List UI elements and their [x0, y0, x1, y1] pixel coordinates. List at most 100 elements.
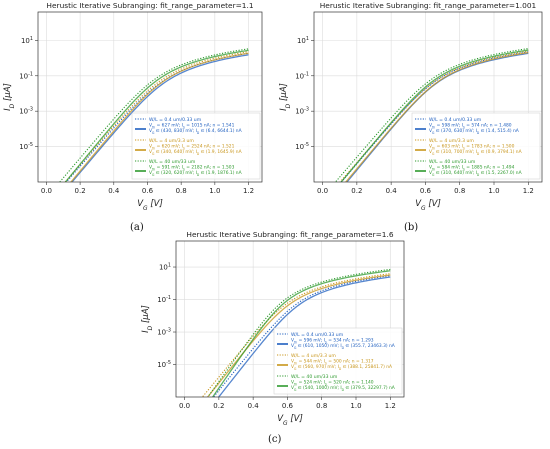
x-axis-label: VG​ [V]	[137, 199, 163, 212]
series-group	[59, 48, 249, 182]
legend-label: W/L = 40 um/33 um	[149, 159, 196, 165]
series-line-measured-1	[339, 50, 529, 182]
y-tick-label: 10-3​	[295, 107, 309, 116]
x-tick-label: 0.0	[317, 187, 328, 195]
chart-panel-b: Herustic Iterative Subranging: fit_range…	[279, 1, 543, 212]
x-tick-label: 0.0	[41, 187, 52, 195]
x-tick-label: 0.6	[282, 402, 294, 410]
series-line-measured-2	[334, 48, 529, 182]
y-tick-label: 10-5​	[19, 142, 33, 151]
legend-fit-info: VG​ ∈ (430, 830) mV; ID​ ∈ (6.4, 6644.1)…	[149, 128, 242, 135]
legend-label: W/L = 0.4 um/0.33 um	[429, 117, 482, 123]
legend-fit-info: Vth​ = 627 mV; IS​ = 1015 nA; n = 1.541	[149, 123, 235, 130]
plot-frame	[313, 11, 543, 183]
legend-fit-info: VG​ ∈ (540, 1000) mV; ID​ ∈ (379.5, 3229…	[291, 385, 395, 392]
x-tick-label: 1.2	[385, 402, 396, 410]
x-tick-label: 0.2	[351, 187, 362, 195]
x-tick-label: 0.4	[248, 402, 260, 410]
x-tick-label: 0.0	[179, 402, 190, 410]
legend-label: W/L = 4 um/3.3 um	[291, 353, 336, 359]
y-tick-label: 10-1​	[295, 71, 309, 80]
legend-fit-info: VG​ ∈ (610, 1050) mV; ID​ ∈ (355.7, 2346…	[291, 343, 395, 350]
x-tick-label: 1.0	[209, 187, 220, 195]
x-tick-label: 0.8	[316, 402, 327, 410]
legend-label: W/L = 0.4 um/0.33 um	[291, 332, 344, 338]
legend-fit-info: Vth​ = 603 mV; IS​ = 1783 nA; n = 1.500	[429, 144, 515, 151]
plot-frame	[37, 11, 263, 183]
legend-fit-info: VG​ ∈ (310, 700) mV; ID​ ∈ (0.9, 3794.1)…	[429, 149, 522, 156]
chart-title: Herustic Iterative Subranging: fit_range…	[186, 230, 393, 239]
legend-box	[131, 112, 261, 180]
x-axis-label: VG​ [V]	[277, 414, 303, 427]
x-tick-label: 0.6	[420, 187, 432, 195]
x-axis-label: VG​ [V]	[415, 199, 441, 212]
series-line-fit-1	[344, 51, 529, 182]
x-tick-label: 0.4	[108, 187, 120, 195]
legend-box	[273, 327, 403, 395]
series-line-fit-2	[340, 49, 529, 182]
series-line-fit-0	[71, 54, 249, 182]
series-line-fit-2	[211, 270, 391, 397]
y-axis-label: ID​ [μA]	[279, 83, 292, 111]
series-line-fit-0	[217, 276, 391, 397]
series-group	[201, 268, 391, 397]
series-line-measured-2	[59, 48, 249, 182]
chart-panel-a: Herustic Iterative Subranging: fit_range…	[3, 1, 263, 212]
legend-fit-info: VG​ ∈ (320, 620) mV; ID​ ∈ (1.9, 1876.1)…	[149, 170, 242, 177]
legend-label: W/L = 0.4 um/0.33 um	[149, 117, 202, 123]
chart-panel-c: Herustic Iterative Subranging: fit_range…	[141, 230, 405, 427]
y-tick-label: 10-5​	[295, 142, 309, 151]
legend-fit-info: VG​ ∈ (340, 640) mV; ID​ ∈ (1.9, 1645.9)…	[149, 149, 242, 156]
series-line-measured-0	[212, 275, 391, 397]
series-line-fit-2	[64, 49, 249, 182]
y-tick-label: 10-3​	[19, 107, 33, 116]
x-tick-label: 0.2	[213, 402, 224, 410]
legend-label: W/L = 40 um/33 um	[291, 374, 338, 380]
caption-a: (a)	[130, 222, 144, 233]
x-tick-label: 1.2	[243, 187, 254, 195]
legend-label: W/L = 4 um/3.3 um	[149, 138, 194, 144]
series-line-measured-1	[201, 273, 391, 397]
x-tick-label: 0.2	[75, 187, 86, 195]
x-tick-label: 1.2	[523, 187, 534, 195]
y-tick-label: 10-5​	[157, 360, 171, 369]
y-tick-label: 10-1​	[19, 71, 33, 80]
y-axis-label: ID​ [μA]	[141, 305, 154, 333]
chart-title: Herustic Iterative Subranging: fit_range…	[320, 1, 537, 10]
legend-fit-info: Vth​ = 596 mV; IS​ = 534 nA; n = 1.293	[291, 338, 374, 345]
legend-box	[411, 112, 541, 180]
y-tick-label: 101​	[297, 36, 309, 45]
caption-c: (c)	[268, 434, 282, 445]
x-tick-label: 0.8	[454, 187, 465, 195]
y-tick-label: 101​	[159, 263, 171, 272]
legend-fit-info: Vth​ = 598 mV; IS​ = 574 nA; n = 1.480	[429, 123, 512, 130]
legend-fit-info: Vth​ = 584 mV; IS​ = 1885 nA; n = 1.494	[429, 165, 515, 172]
y-tick-label: 101​	[21, 36, 33, 45]
legend-fit-info: Vth​ = 620 mV; IS​ = 2524 nA; n = 1.521	[149, 144, 235, 151]
legend-fit-info: VG​ ∈ (560, 970) mV; ID​ ∈ (388.1, 25841…	[291, 364, 392, 371]
y-axis-label: ID​ [μA]	[3, 83, 16, 111]
legend-fit-info: Vth​ = 591 mV; IS​ = 2182 nA; n = 1.503	[149, 165, 235, 172]
legend-fit-info: Vth​ = 544 mV; IS​ = 500 nA; n = 1.317	[291, 359, 374, 366]
caption-b: (b)	[404, 222, 419, 233]
chart-title: Herustic Iterative Subranging: fit_range…	[46, 1, 253, 10]
x-tick-label: 0.4	[386, 187, 398, 195]
y-tick-label: 10-3​	[157, 328, 171, 337]
x-tick-label: 0.6	[142, 187, 154, 195]
y-tick-label: 10-1​	[157, 295, 171, 304]
legend-label: W/L = 4 um/3.3 um	[429, 138, 474, 144]
series-line-fit-1	[70, 52, 249, 182]
legend-label: W/L = 40 um/33 um	[429, 159, 476, 165]
x-tick-label: 0.8	[176, 187, 187, 195]
legend-fit-info: VG​ ∈ (370, 630) mV; ID​ ∈ (1.4, 515.4) …	[429, 128, 519, 135]
series-group	[334, 48, 529, 182]
legend-fit-info: Vth​ = 524 mV; IS​ = 520 nA; n = 1.140	[291, 380, 374, 387]
legend-fit-info: VG​ ∈ (310, 640) mV; ID​ ∈ (1.5, 2267.0)…	[429, 170, 522, 177]
x-tick-label: 1.0	[350, 402, 361, 410]
plot-frame	[175, 240, 405, 398]
x-tick-label: 1.0	[488, 187, 499, 195]
